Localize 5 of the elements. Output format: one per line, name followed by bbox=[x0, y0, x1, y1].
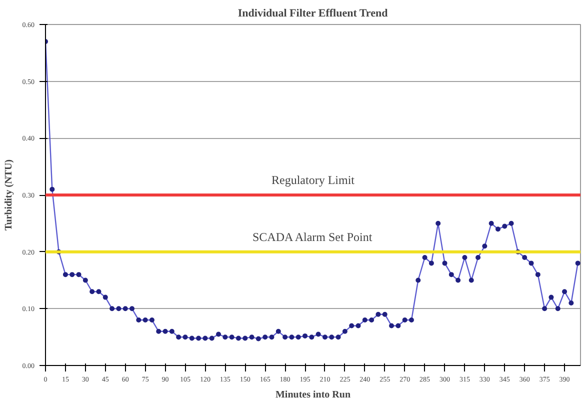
x-axis-title: Minutes into Run bbox=[275, 390, 351, 400]
ref-line-label: Regulatory Limit bbox=[272, 173, 356, 187]
chart-title: Individual Filter Effluent Trend bbox=[238, 8, 388, 20]
y-axis-title: Turbidity (NTU) bbox=[3, 159, 14, 231]
ref-line-label: SCADA Alarm Set Point bbox=[252, 230, 373, 244]
